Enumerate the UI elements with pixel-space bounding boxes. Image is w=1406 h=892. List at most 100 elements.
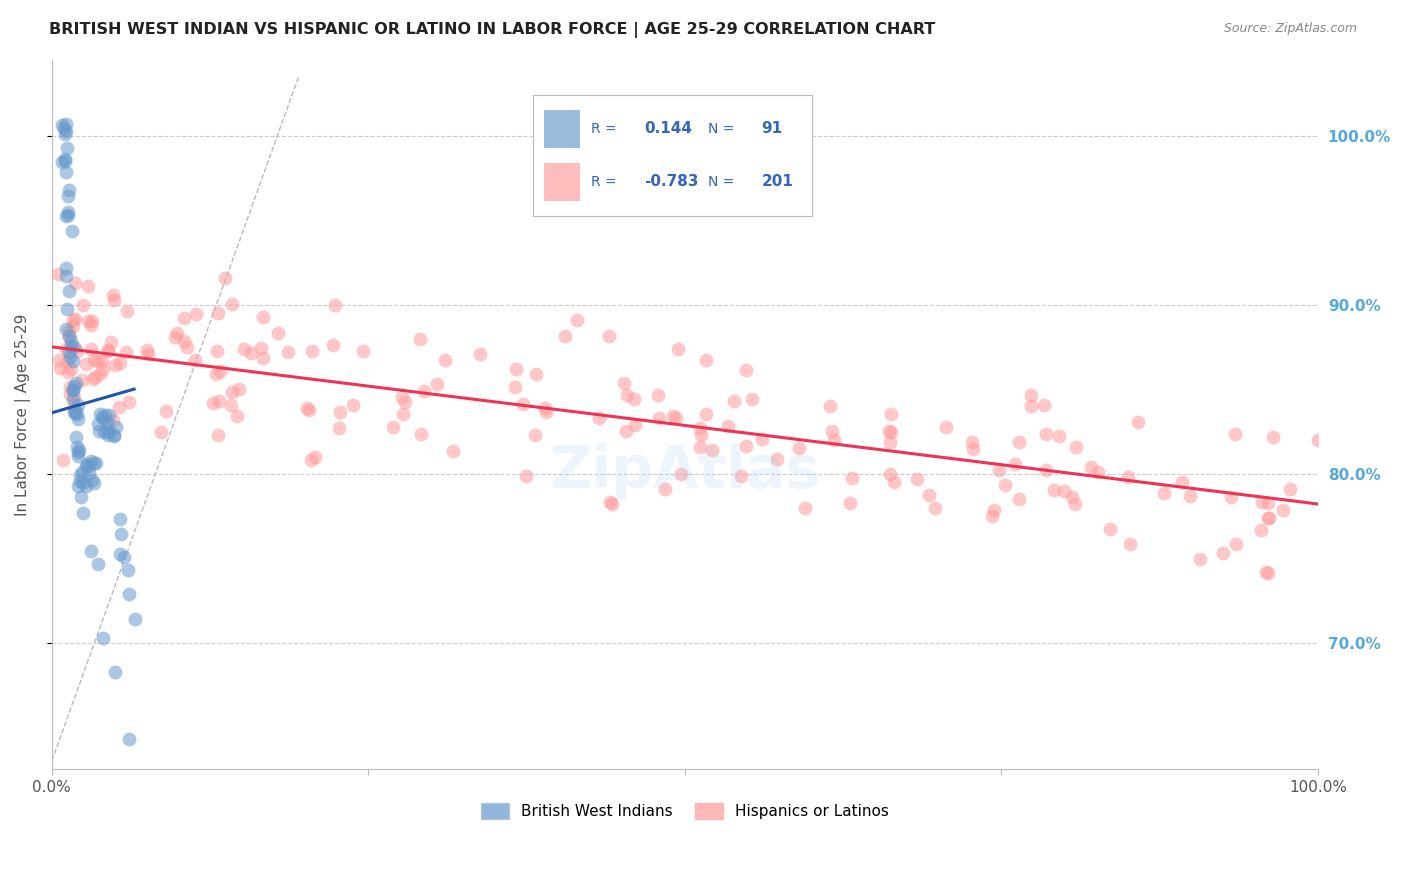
Point — [97, 425, 120, 439]
Point — [221, 297, 243, 311]
Point — [1008, 434, 1031, 449]
Point — [201, 396, 224, 410]
Point — [100, 334, 122, 349]
Point — [1007, 491, 1029, 506]
Point — [76, 457, 98, 471]
Point — [515, 469, 537, 483]
Point — [266, 326, 288, 340]
Point — [76, 279, 98, 293]
Point — [879, 435, 901, 450]
Point — [59, 387, 82, 401]
Point — [1257, 511, 1279, 525]
Point — [221, 385, 243, 400]
Point — [413, 384, 436, 398]
Point — [434, 353, 457, 368]
Point — [1118, 537, 1140, 551]
Point — [623, 417, 645, 432]
Point — [56, 141, 79, 155]
Point — [59, 379, 82, 393]
Point — [65, 376, 87, 390]
Point — [352, 344, 374, 359]
Point — [880, 407, 903, 421]
Point — [695, 352, 717, 367]
Point — [66, 479, 89, 493]
Point — [536, 404, 558, 418]
Point — [665, 411, 688, 425]
Point — [118, 587, 141, 601]
Point — [62, 318, 84, 333]
Point — [879, 467, 901, 482]
Point — [104, 358, 127, 372]
Point — [56, 189, 79, 203]
Point — [441, 444, 464, 458]
Point — [58, 324, 80, 338]
Point — [67, 412, 90, 426]
Point — [101, 413, 124, 427]
Point — [66, 344, 89, 359]
Point — [1035, 463, 1057, 477]
Point — [80, 454, 103, 468]
Point — [207, 305, 229, 319]
Point — [512, 396, 534, 410]
Point — [98, 408, 121, 422]
Point — [67, 442, 90, 457]
Point — [75, 458, 97, 473]
Point — [818, 399, 841, 413]
Point — [879, 425, 901, 439]
Point — [55, 165, 77, 179]
Point — [426, 377, 449, 392]
Point — [59, 334, 82, 348]
Point — [149, 425, 172, 439]
Point — [328, 405, 350, 419]
Point — [60, 223, 83, 237]
Point — [66, 398, 89, 412]
Point — [668, 342, 690, 356]
Point — [322, 338, 344, 352]
Point — [77, 458, 100, 473]
Point — [63, 390, 86, 404]
Point — [554, 329, 576, 343]
Text: ZipAtlas: ZipAtlas — [550, 442, 821, 500]
Point — [208, 364, 231, 378]
Point — [1250, 523, 1272, 537]
Point — [176, 340, 198, 354]
Point — [93, 411, 115, 425]
Point — [918, 488, 941, 502]
Point — [91, 362, 114, 376]
Point — [695, 407, 717, 421]
Point — [83, 352, 105, 367]
Point — [77, 466, 100, 480]
Point — [1060, 490, 1083, 504]
Point — [1080, 460, 1102, 475]
Point — [228, 382, 250, 396]
Point — [53, 154, 76, 169]
Point — [205, 344, 228, 359]
Point — [240, 346, 263, 360]
Point — [96, 415, 118, 429]
Legend: British West Indians, Hispanics or Latinos: British West Indians, Hispanics or Latin… — [475, 797, 896, 825]
Point — [69, 490, 91, 504]
Point — [905, 472, 928, 486]
Point — [647, 388, 669, 402]
Point — [1033, 398, 1056, 412]
Point — [381, 419, 404, 434]
Point — [1189, 552, 1212, 566]
Point — [600, 497, 623, 511]
Point — [163, 330, 186, 344]
Point — [252, 310, 274, 324]
Point — [53, 152, 76, 166]
Point — [1116, 470, 1139, 484]
Point — [988, 463, 1011, 477]
Point — [118, 731, 141, 746]
Point — [1053, 484, 1076, 499]
Point — [62, 383, 84, 397]
Point — [297, 401, 319, 416]
Point — [89, 367, 111, 381]
Point — [87, 424, 110, 438]
Point — [1126, 415, 1149, 429]
Point — [277, 344, 299, 359]
Point — [67, 445, 90, 459]
Point — [342, 398, 364, 412]
Point — [48, 361, 70, 376]
Point — [173, 334, 195, 348]
